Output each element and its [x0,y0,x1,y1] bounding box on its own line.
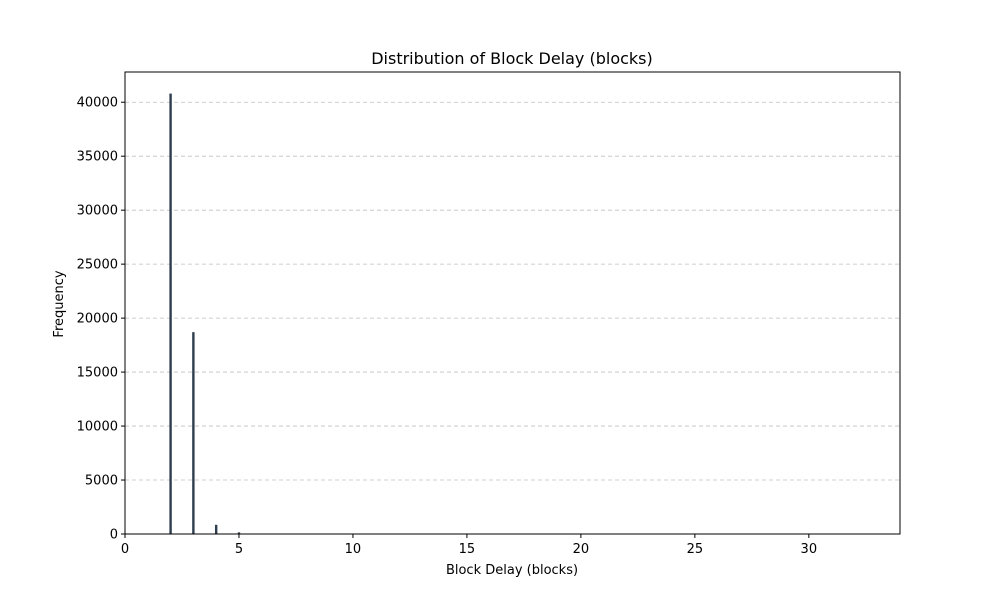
histogram-bar [237,532,241,534]
x-tick-label: 20 [573,542,590,557]
y-tick-label: 40000 [77,96,118,111]
x-axis-label: Block Delay (blocks) [446,563,578,578]
y-tick-label: 20000 [77,312,118,327]
y-tick-label: 30000 [77,204,118,219]
plot-frame [124,71,901,535]
x-tick-label: 5 [235,542,243,557]
x-tick-label: 0 [121,542,129,557]
y-tick-label: 10000 [77,420,118,435]
x-tick-label: 30 [801,542,818,557]
y-tick-label: 25000 [77,258,118,273]
grid-layer [125,101,900,535]
x-tick-label: 25 [687,542,704,557]
histogram-bar [169,93,172,535]
y-axis: 0 5000 10000 15000 20000 25000 30000 35000 40000 [77,96,125,543]
y-tick-label: 5000 [85,474,118,489]
x-tick-label: 15 [459,542,476,557]
x-axis: 0 5 10 15 20 25 30 [121,534,817,557]
histogram-bar [214,524,218,534]
x-tick-label: 10 [345,542,362,557]
bar-layer [169,93,263,535]
y-axis-label: Frequency [52,270,67,337]
y-tick-label: 0 [110,528,118,543]
chart-title: Distribution of Block Delay (blocks) [371,49,653,68]
y-tick-label: 35000 [77,150,118,165]
histogram-bar [192,332,195,534]
y-tick-label: 15000 [77,366,118,381]
